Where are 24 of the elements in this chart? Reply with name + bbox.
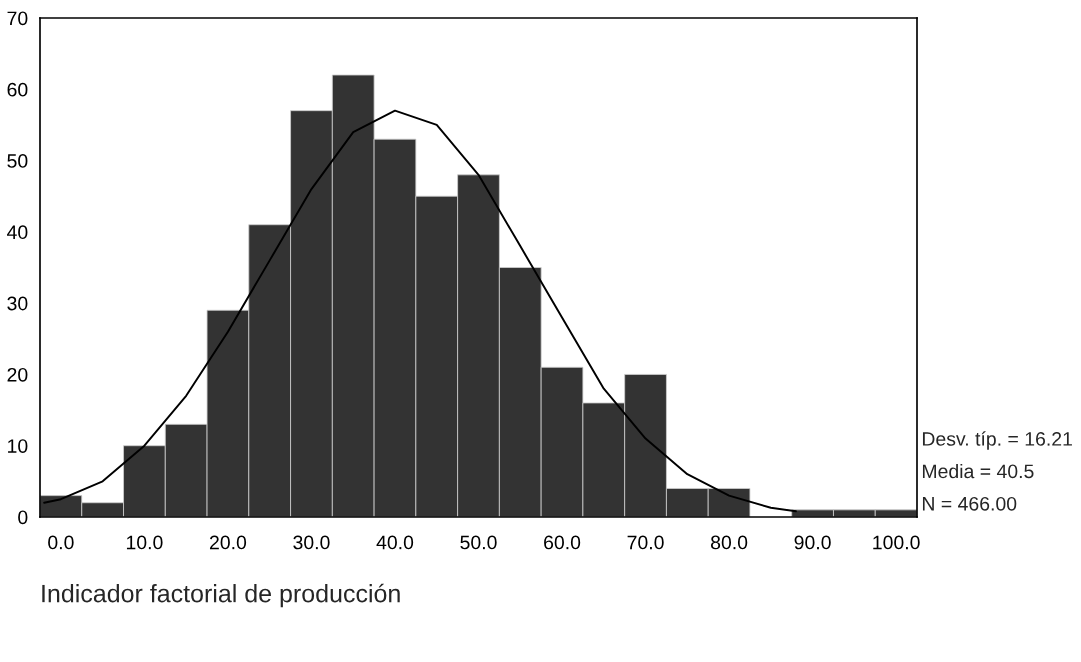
- x-tick-label: 70.0: [627, 535, 664, 550]
- x-tick-label: 0.0: [48, 535, 74, 550]
- line-series: [43, 109, 797, 513]
- x-axis-title: Indicador factorial de producción: [42, 583, 400, 608]
- y-tick-label: 0: [18, 510, 28, 525]
- y-tick-label: 30: [7, 296, 28, 311]
- x-tick-label: 100.0: [873, 535, 920, 550]
- x-tick-label: 90.0: [794, 535, 831, 550]
- x-tick-label: 30.0: [293, 535, 330, 550]
- text: Media = 40.5: [922, 463, 1034, 479]
- y-tick-label: 20: [7, 367, 28, 382]
- x-tick-label: 40.0: [376, 535, 414, 550]
- x-tick-label: 20.0: [209, 535, 247, 550]
- text: N = 466.00: [922, 496, 1017, 511]
- y-tick-label: 60: [7, 82, 28, 97]
- x-tick-label: 50.0: [460, 535, 497, 550]
- y-tick-label: 40: [7, 225, 28, 240]
- x-tick-label: 80.0: [711, 535, 748, 550]
- text: Desv. típ. = 16.21: [922, 431, 1072, 450]
- x-tick-label: 60.0: [544, 535, 581, 550]
- y-tick-label: 70: [7, 11, 28, 26]
- y-tick-label: 10: [8, 439, 28, 453]
- y-tick-label: 50: [7, 154, 28, 168]
- x-tick-label: 10.0: [126, 535, 163, 550]
